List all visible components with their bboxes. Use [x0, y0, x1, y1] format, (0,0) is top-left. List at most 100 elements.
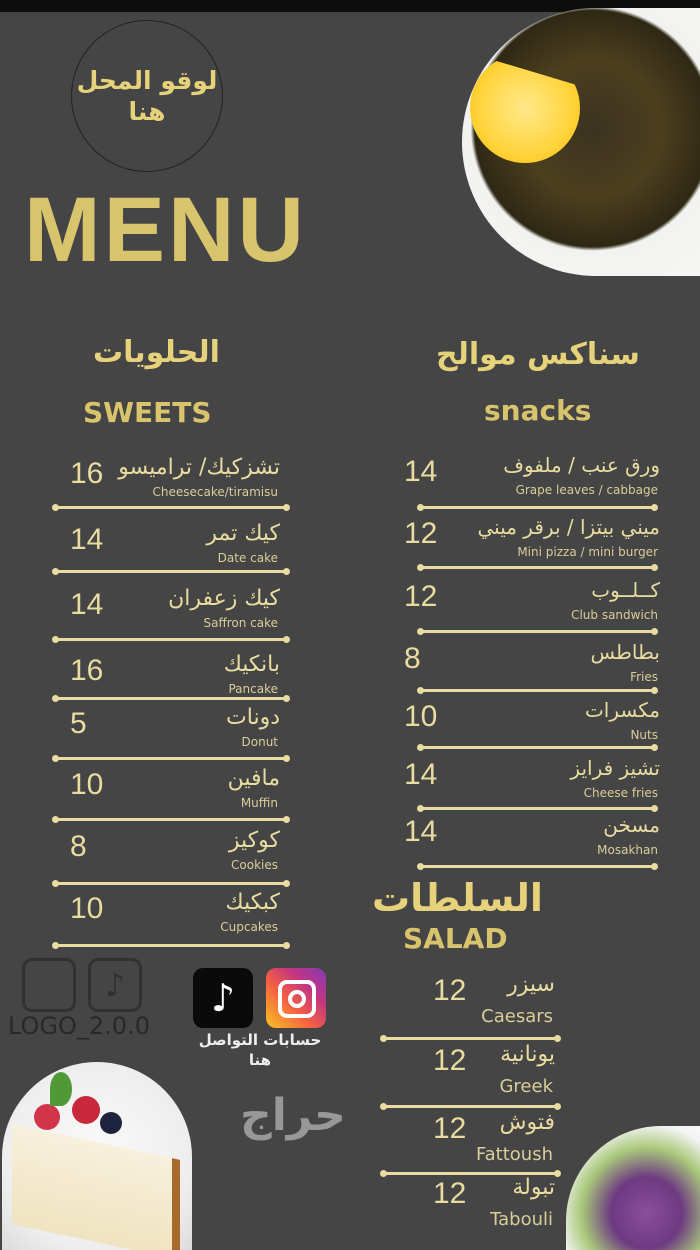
sweets-item-price: 8 — [70, 830, 87, 863]
salad-item-name-en: Caesars — [481, 1006, 553, 1027]
sweets-item-name-ar: كيك تمر — [206, 521, 280, 546]
cake-slice — [12, 1124, 180, 1250]
raspberry — [34, 1104, 60, 1130]
sweets-item-price: 16 — [70, 457, 104, 490]
lemon-slice — [470, 53, 580, 163]
sweets-item-name-en: Cupcakes — [220, 920, 278, 934]
sweets-item-name-en: Cheesecake/tiramisu — [152, 485, 279, 499]
divider — [417, 687, 658, 694]
salad-title-ar: السلطات — [372, 876, 543, 920]
salad-item-name-ar: سيزر — [507, 972, 555, 997]
snacks-item-name-en: Grape leaves / cabbage — [515, 483, 658, 497]
blueberry — [100, 1112, 122, 1134]
watermark-text: LOGO_2.0.0 — [8, 1012, 150, 1040]
salad-item-name-ar: يونانية — [500, 1042, 555, 1067]
divider — [52, 695, 290, 702]
sweets-item-name-ar: دونات — [226, 705, 280, 730]
divider — [380, 1103, 561, 1110]
sweets-item-name-en: Muffin — [240, 796, 278, 810]
sweets-item-name-ar: كبكيك — [225, 890, 280, 915]
sweets-item-name-en: Donut — [241, 735, 279, 749]
snacks-item-price: 14 — [404, 815, 438, 848]
snacks-item-price: 14 — [404, 455, 438, 488]
salad-item-price: 12 — [433, 1044, 467, 1077]
sweets-item-name-en: Date cake — [217, 551, 278, 565]
snacks-item-name-ar: بطاطس — [590, 640, 660, 664]
sweets-item-price: 14 — [70, 523, 104, 556]
salad-item-price: 12 — [433, 1112, 467, 1145]
sweets-item-name-ar: تشزكيك/ تراميسو — [118, 455, 280, 480]
sweets-item-name-ar: بانكيك — [223, 652, 280, 677]
divider — [52, 816, 290, 823]
cheesecake-photo — [2, 1062, 192, 1250]
divider — [417, 805, 658, 812]
snacks-item-name-en: Nuts — [630, 728, 658, 742]
divider — [417, 863, 658, 870]
divider — [52, 755, 290, 762]
divider — [52, 504, 290, 511]
divider — [417, 628, 658, 635]
tiktok-icon[interactable]: ♪ — [193, 968, 253, 1028]
snacks-item-name-en: Fries — [630, 670, 658, 684]
snacks-item-name-ar: ورق عنب / ملفوف — [503, 453, 660, 477]
snacks-item-name-ar: تشيز فرايز — [570, 756, 660, 780]
sweets-title-en: SWEETS — [83, 396, 212, 429]
divider — [417, 744, 658, 751]
sweets-item-name-en: Saffron cake — [203, 616, 278, 630]
salad-title-en: SALAD — [403, 922, 508, 955]
sweets-item-name-ar: كوكيز — [228, 828, 280, 853]
snacks-item-price: 8 — [404, 642, 421, 675]
social-accounts-label: حسابات التواصل هنا — [198, 1031, 322, 1070]
top-bar — [0, 0, 700, 12]
sweets-item-price: 10 — [70, 892, 104, 925]
snacks-item-name-en: Mosakhan — [597, 843, 658, 857]
divider — [380, 1035, 561, 1042]
snacks-item-name-en: Club sandwich — [571, 608, 658, 622]
snacks-title-en: snacks — [484, 394, 592, 427]
snacks-item-name-en: Mini pizza / mini burger — [517, 545, 658, 559]
snacks-item-price: 10 — [404, 700, 438, 733]
snacks-item-price: 12 — [404, 580, 438, 613]
snacks-title-ar: سناكس موالح — [436, 337, 640, 372]
shop-logo-placeholder: لوقو المحل هنا — [71, 20, 223, 172]
raspberry — [72, 1096, 100, 1124]
sweets-item-price: 10 — [70, 768, 104, 801]
snacks-item-price: 12 — [404, 517, 438, 550]
instagram-outline-icon — [22, 958, 76, 1012]
snacks-item-name-ar: ميني بيتزا / برقر ميني — [477, 515, 661, 539]
sweets-item-name-ar: كيك زعفران — [168, 586, 280, 611]
snacks-item-name-ar: كــلــوب — [591, 578, 660, 602]
sweets-title-ar: الحلويات — [93, 335, 220, 370]
divider — [417, 564, 658, 571]
divider — [52, 568, 290, 575]
salad-item-name-en: Tabouli — [490, 1209, 553, 1230]
sweets-item-price: 5 — [70, 707, 87, 740]
sweets-item-name-en: Cookies — [231, 858, 278, 872]
menu-title: MENU — [24, 179, 307, 281]
snacks-item-name-en: Cheese fries — [583, 786, 658, 800]
tiktok-outline-icon: ♪ — [88, 958, 142, 1012]
snacks-item-price: 14 — [404, 758, 438, 791]
salad-item-price: 12 — [433, 1177, 467, 1210]
salad-item-name-ar: تبولة — [512, 1175, 555, 1200]
sweets-item-name-ar: مافين — [227, 766, 280, 791]
snacks-item-name-ar: مسخن — [603, 813, 660, 837]
salad-item-name-en: Greek — [499, 1076, 553, 1097]
divider — [52, 636, 290, 643]
divider — [417, 504, 658, 511]
sweets-item-price: 16 — [70, 654, 104, 687]
salad-item-price: 12 — [433, 974, 467, 1007]
sweets-item-name-en: Pancake — [228, 682, 278, 696]
divider — [52, 942, 290, 949]
mint-leaf — [50, 1072, 72, 1106]
grape-leaves-photo — [462, 8, 700, 276]
watermark-logo: ♪ LOGO_2.0.0 — [8, 958, 188, 1050]
divider — [52, 880, 290, 887]
salad-item-name-ar: فتوش — [499, 1110, 555, 1135]
salad-item-name-en: Fattoush — [475, 1144, 553, 1165]
haraj-watermark: حراج — [240, 1090, 346, 1141]
divider — [380, 1170, 561, 1177]
salad-photo — [566, 1126, 700, 1250]
instagram-icon[interactable] — [266, 968, 326, 1028]
sweets-item-price: 14 — [70, 588, 104, 621]
